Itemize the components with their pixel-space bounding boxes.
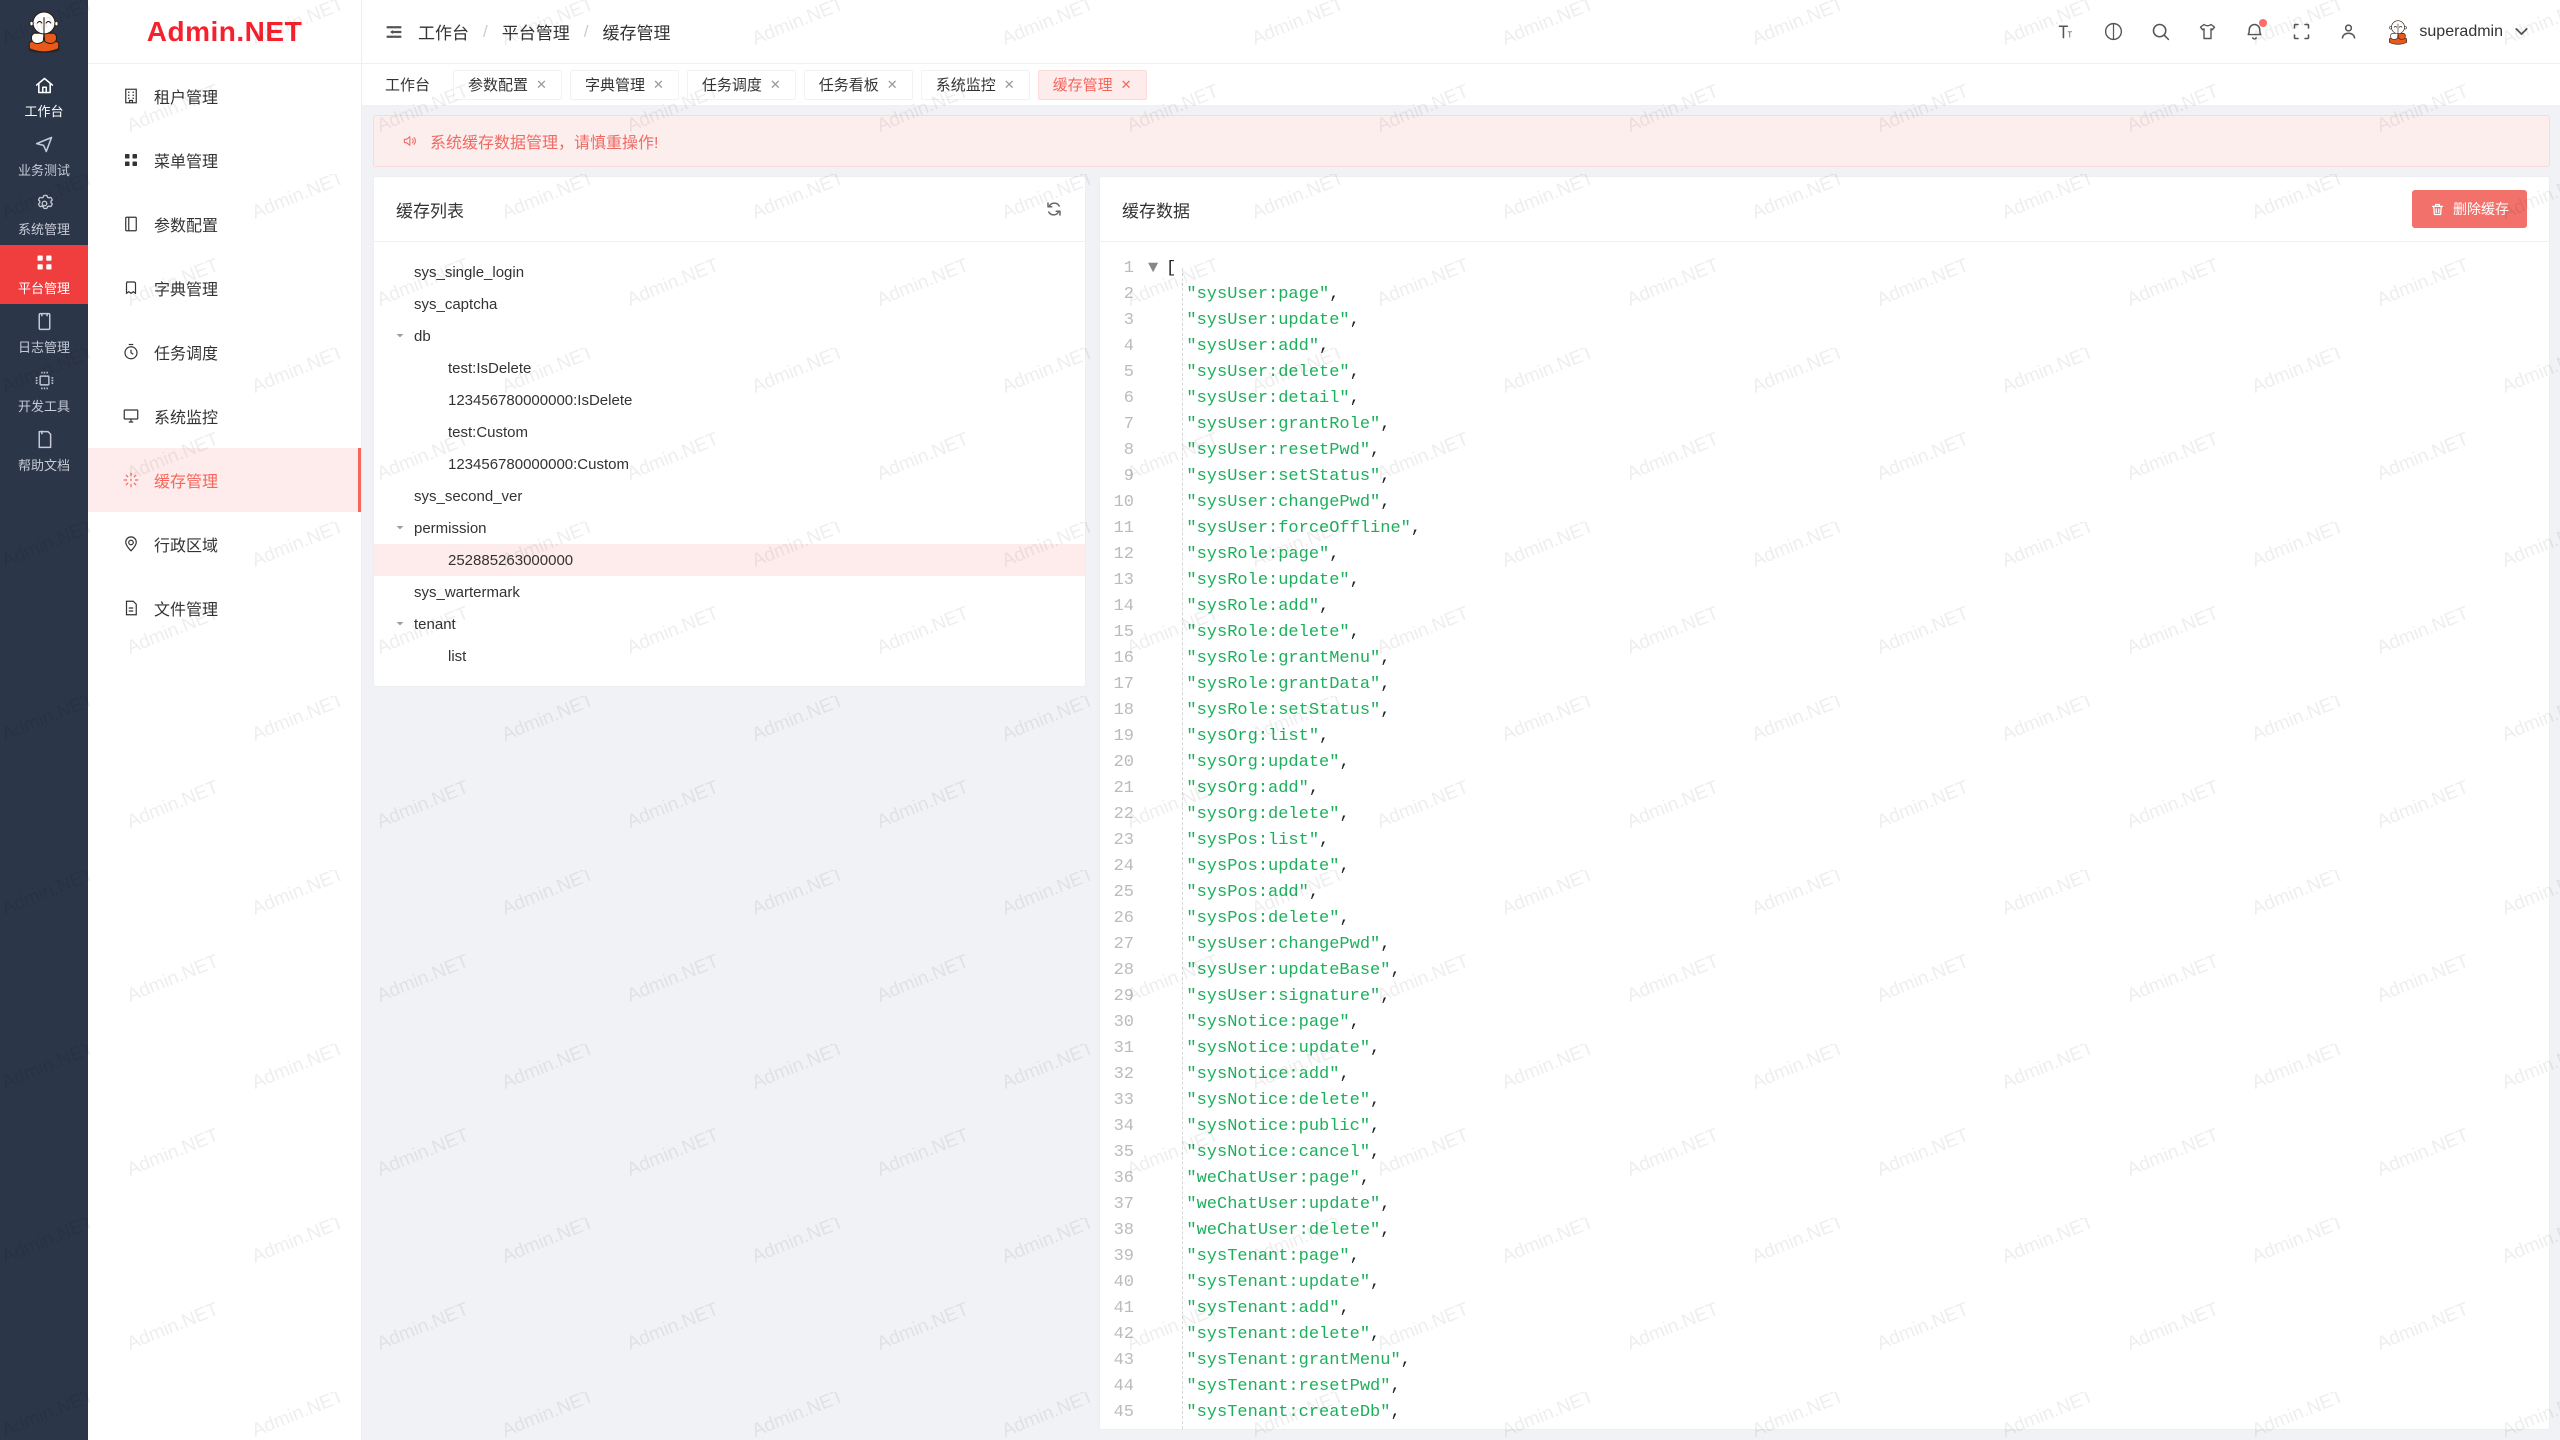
svg-text:T: T — [2068, 31, 2073, 40]
